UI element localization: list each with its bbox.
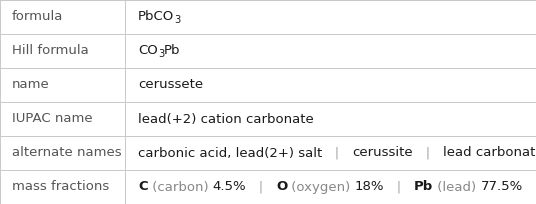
Text: CO: CO	[138, 44, 158, 58]
Text: name: name	[12, 79, 50, 92]
Text: Hill formula: Hill formula	[12, 44, 89, 58]
Text: O: O	[276, 181, 287, 194]
Text: formula: formula	[12, 10, 63, 23]
Text: PbCO: PbCO	[138, 10, 174, 23]
Text: mass fractions: mass fractions	[12, 181, 109, 194]
Text: 3: 3	[158, 49, 164, 59]
Text: C: C	[138, 181, 147, 194]
Text: 4.5%: 4.5%	[212, 181, 246, 194]
Text: Pb: Pb	[164, 44, 181, 58]
Text: |: |	[246, 181, 276, 194]
Text: 3: 3	[174, 15, 181, 25]
Text: |: |	[384, 181, 414, 194]
Text: 18%: 18%	[355, 181, 384, 194]
Text: |: |	[322, 146, 352, 160]
Text: lead carbonate: lead carbonate	[443, 146, 536, 160]
Text: lead(+2) cation carbonate: lead(+2) cation carbonate	[138, 112, 314, 125]
Text: carbonic acid, lead(2+) salt: carbonic acid, lead(2+) salt	[138, 146, 322, 160]
Text: cerussete: cerussete	[138, 79, 203, 92]
Text: (oxygen): (oxygen)	[287, 181, 355, 194]
Text: (lead): (lead)	[434, 181, 481, 194]
Text: (carbon): (carbon)	[147, 181, 212, 194]
Text: |: |	[413, 146, 443, 160]
Text: alternate names: alternate names	[12, 146, 122, 160]
Text: 77.5%: 77.5%	[481, 181, 523, 194]
Text: IUPAC name: IUPAC name	[12, 112, 93, 125]
Text: Pb: Pb	[414, 181, 434, 194]
Text: cerussite: cerussite	[352, 146, 413, 160]
